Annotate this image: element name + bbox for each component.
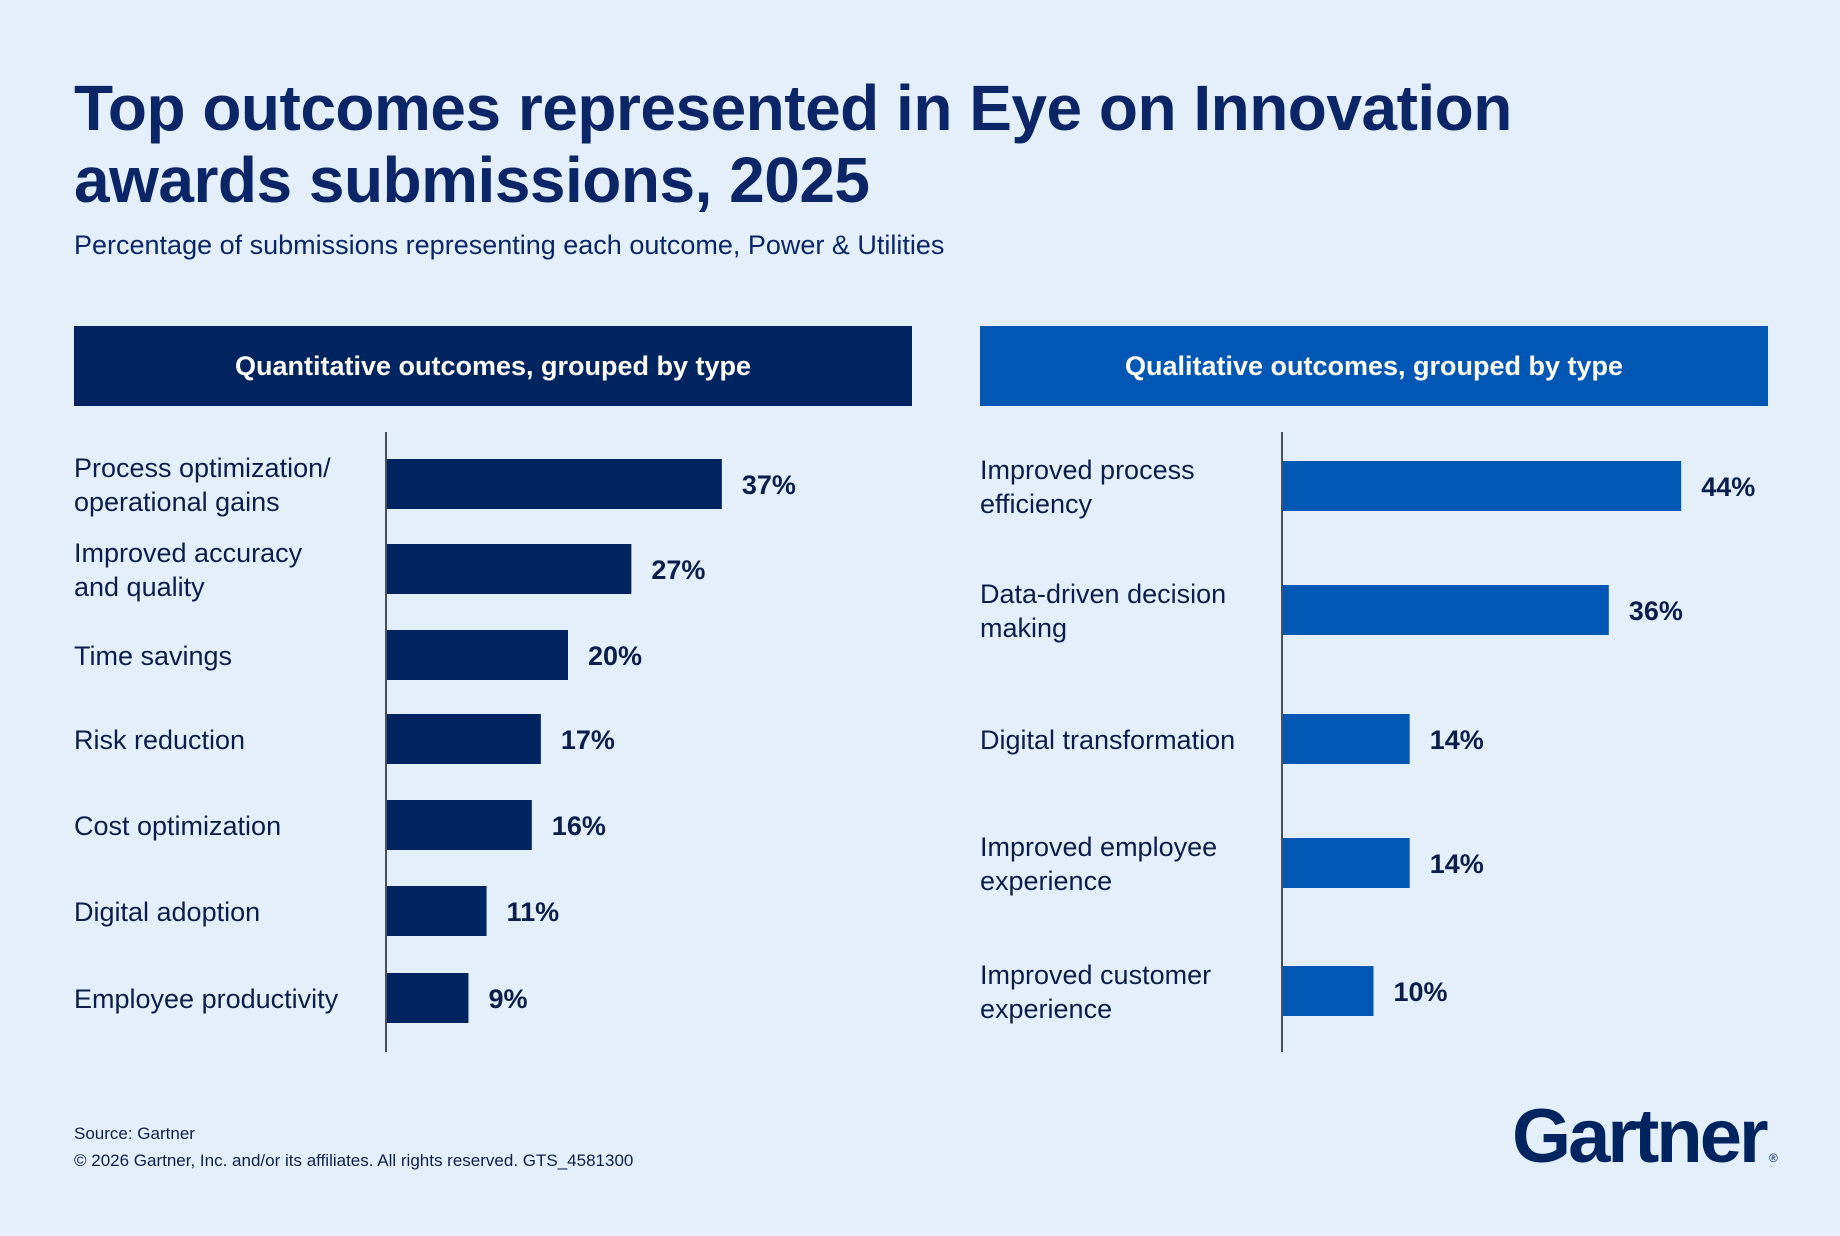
quantitative-category-label: Cost optimization bbox=[74, 811, 281, 841]
quantitative-value-label: 27% bbox=[651, 555, 705, 585]
quantitative-category-label: Improved accuracy and quality bbox=[74, 538, 303, 602]
qualitative-panel-title: Qualitative outcomes, grouped by type bbox=[1124, 350, 1624, 381]
qualitative-bar bbox=[1283, 585, 1609, 635]
qualitative-panel-header: Qualitative outcomes, grouped by type bbox=[980, 326, 1768, 406]
quantitative-category-label: Process optimization/operational gains bbox=[74, 453, 331, 517]
quantitative-bar bbox=[387, 714, 541, 764]
quantitative-category-label: Employee productivity bbox=[74, 984, 339, 1014]
quantitative-value-label: 9% bbox=[488, 984, 527, 1014]
quantitative-value-label: 37% bbox=[742, 470, 796, 500]
qualitative-value-label: 10% bbox=[1394, 977, 1448, 1007]
qualitative-value-label: 14% bbox=[1430, 725, 1484, 755]
qualitative-category-label: Improved employee experience bbox=[980, 832, 1217, 896]
quantitative-bar bbox=[387, 886, 487, 936]
qualitative-category-label: Digital transformation bbox=[980, 725, 1235, 755]
quantitative-category-label: Time savings bbox=[74, 641, 232, 671]
footer: Source: Gartner © 2026 Gartner, Inc. and… bbox=[74, 1120, 633, 1174]
chart-subtitle: Percentage of submissions representing e… bbox=[74, 230, 945, 260]
quantitative-bar bbox=[387, 544, 632, 594]
quantitative-bar bbox=[387, 459, 722, 509]
quantitative-category-label: Digital adoption bbox=[74, 897, 260, 927]
qualitative-bar bbox=[1283, 838, 1410, 888]
source-note: Source: Gartner bbox=[74, 1124, 195, 1143]
gartner-logo: Gartner ® bbox=[1512, 1094, 1778, 1172]
quantitative-bar bbox=[387, 630, 568, 680]
quantitative-value-label: 11% bbox=[507, 897, 560, 927]
qualitative-value-label: 44% bbox=[1701, 472, 1755, 502]
gartner-logo-wordmark: Gartner bbox=[1512, 1094, 1768, 1172]
quantitative-value-label: 16% bbox=[552, 811, 606, 841]
chart-title: Top outcomes represented in Eye on Innov… bbox=[74, 72, 1512, 216]
quantitative-panel-header: Quantitative outcomes, grouped by type bbox=[74, 326, 912, 406]
quantitative-panel-title: Quantitative outcomes, grouped by type bbox=[234, 350, 752, 381]
quantitative-category-label: Risk reduction bbox=[74, 725, 245, 755]
registered-mark: ® bbox=[1769, 1151, 1778, 1165]
qualitative-category-label: Data-driven decision making bbox=[980, 579, 1226, 643]
qualitative-bar bbox=[1283, 966, 1374, 1016]
qualitative-category-label: Improved customer experience bbox=[980, 960, 1211, 1024]
quantitative-bar bbox=[387, 800, 532, 850]
quantitative-value-label: 20% bbox=[588, 641, 642, 671]
copyright-note: © 2026 Gartner, Inc. and/or its affiliat… bbox=[74, 1151, 634, 1170]
qualitative-value-label: 14% bbox=[1430, 849, 1484, 879]
qualitative-bar bbox=[1283, 714, 1410, 764]
quantitative-value-label: 17% bbox=[561, 725, 615, 755]
quantitative-bar bbox=[387, 973, 469, 1023]
qualitative-bar bbox=[1283, 461, 1682, 511]
qualitative-value-label: 36% bbox=[1629, 596, 1683, 626]
qualitative-category-label: Improved process efficiency bbox=[980, 455, 1195, 519]
